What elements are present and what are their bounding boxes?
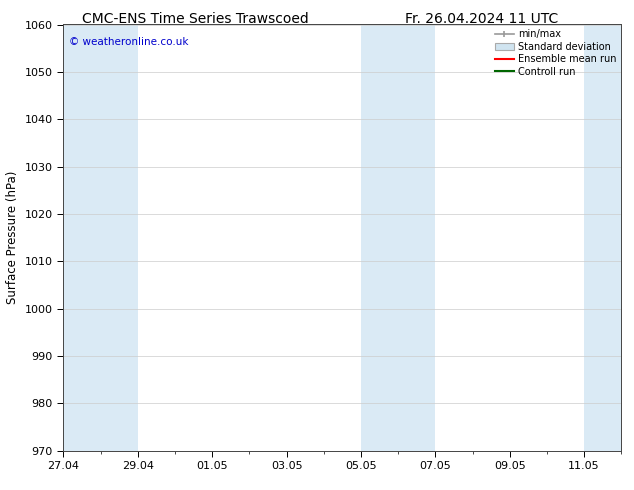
Bar (584, 24, 621, 451)
Y-axis label: Surface Pressure (hPa): Surface Pressure (hPa) (6, 171, 19, 304)
Bar (361, 24, 398, 451)
Legend: min/max, Standard deviation, Ensemble mean run, Controll run: min/max, Standard deviation, Ensemble me… (491, 25, 620, 80)
Bar (398, 24, 436, 451)
Text: © weatheronline.co.uk: © weatheronline.co.uk (69, 37, 188, 48)
Text: CMC-ENS Time Series Trawscoed: CMC-ENS Time Series Trawscoed (82, 12, 309, 26)
Bar (101, 24, 138, 451)
Bar (63, 24, 101, 451)
Text: Fr. 26.04.2024 11 UTC: Fr. 26.04.2024 11 UTC (404, 12, 558, 26)
